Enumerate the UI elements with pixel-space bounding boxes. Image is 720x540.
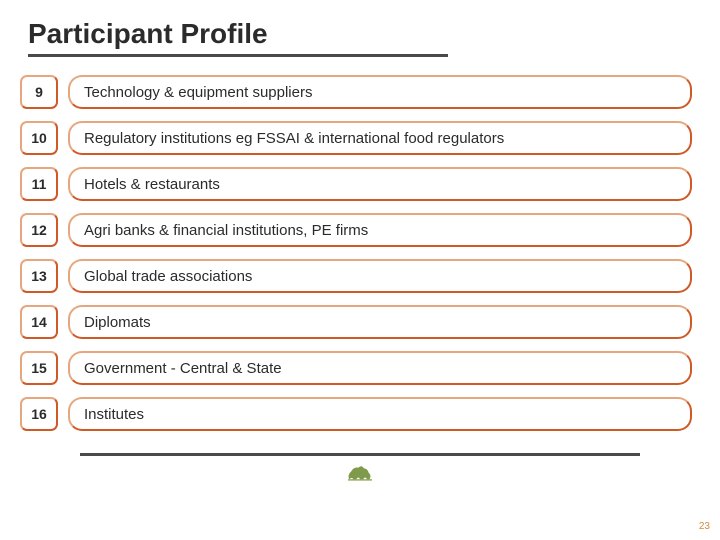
list-item: 15 Government - Central & State	[20, 351, 692, 385]
page-number: 23	[699, 521, 710, 532]
list-item: 9 Technology & equipment suppliers	[20, 75, 692, 109]
row-label: Regulatory institutions eg FSSAI & inter…	[68, 121, 692, 155]
row-number: 16	[20, 397, 58, 431]
row-label: Hotels & restaurants	[68, 167, 692, 201]
row-number: 13	[20, 259, 58, 293]
row-label: Technology & equipment suppliers	[68, 75, 692, 109]
row-number: 10	[20, 121, 58, 155]
bottom-rule	[80, 453, 640, 456]
list-item: 14 Diplomats	[20, 305, 692, 339]
row-number: 9	[20, 75, 58, 109]
row-list: 9 Technology & equipment suppliers 10 Re…	[20, 75, 692, 431]
row-label: Government - Central & State	[68, 351, 692, 385]
row-label: Institutes	[68, 397, 692, 431]
list-item: 12 Agri banks & financial institutions, …	[20, 213, 692, 247]
list-item: 16 Institutes	[20, 397, 692, 431]
row-number: 11	[20, 167, 58, 201]
page-title: Participant Profile	[28, 18, 692, 50]
lion-logo-icon	[344, 462, 376, 484]
row-number: 15	[20, 351, 58, 385]
list-item: 13 Global trade associations	[20, 259, 692, 293]
row-number: 14	[20, 305, 58, 339]
list-item: 10 Regulatory institutions eg FSSAI & in…	[20, 121, 692, 155]
row-label: Diplomats	[68, 305, 692, 339]
title-rule	[28, 54, 448, 57]
row-label: Global trade associations	[68, 259, 692, 293]
list-item: 11 Hotels & restaurants	[20, 167, 692, 201]
row-number: 12	[20, 213, 58, 247]
row-label: Agri banks & financial institutions, PE …	[68, 213, 692, 247]
footer-logo-wrap	[28, 462, 692, 484]
